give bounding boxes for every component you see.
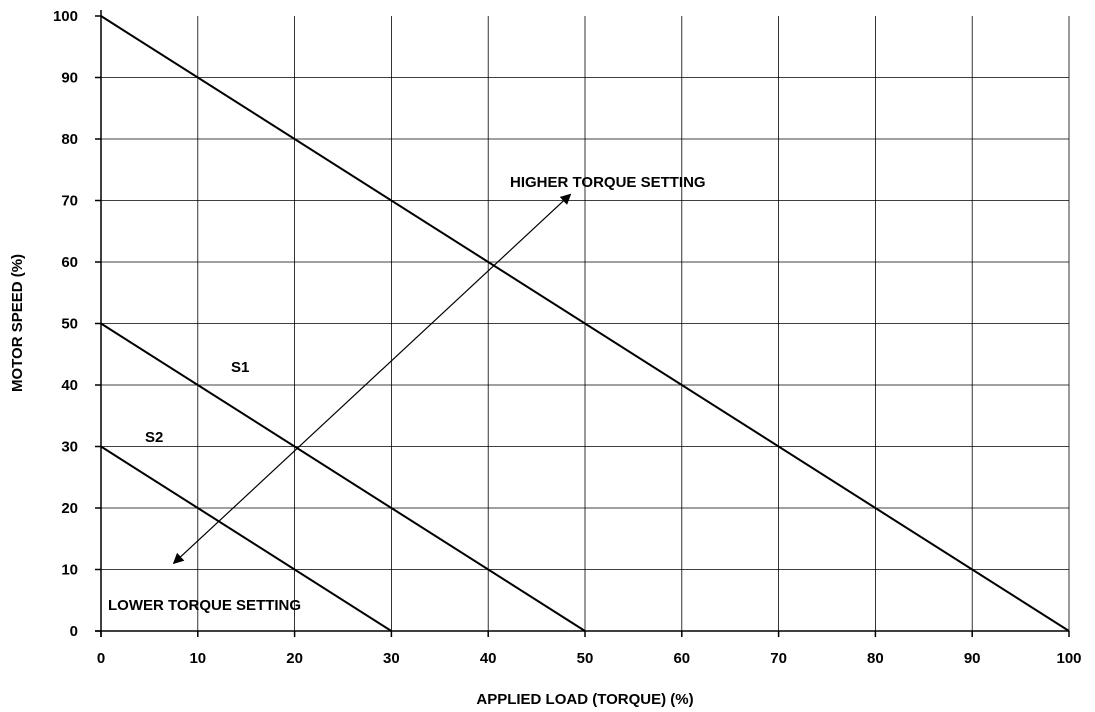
y-axis-title: MOTOR SPEED (%) <box>9 254 26 392</box>
series-line-s1 <box>100 322 586 632</box>
x-tick-label-90: 90 <box>964 650 981 667</box>
y-tick-label-20: 20 <box>61 500 78 517</box>
x-tick-label-0: 0 <box>97 650 105 667</box>
y-tick-labels: 0 10 20 30 40 50 60 70 80 90 100 <box>53 8 78 640</box>
torque-setting-arrow <box>172 193 572 565</box>
x-tick-label-10: 10 <box>189 650 206 667</box>
y-tick-label-80: 80 <box>61 131 78 148</box>
lower-torque-label: LOWER TORQUE SETTING <box>108 597 301 614</box>
x-tick-label-40: 40 <box>480 650 497 667</box>
y-tick-label-70: 70 <box>61 193 78 210</box>
y-tick-label-0: 0 <box>70 623 78 640</box>
y-tick-label-50: 50 <box>61 316 78 333</box>
x-tick-label-60: 60 <box>673 650 690 667</box>
higher-torque-label: HIGHER TORQUE SETTING <box>510 174 706 191</box>
x-tick-label-100: 100 <box>1056 650 1081 667</box>
s2-label: S2 <box>145 429 163 446</box>
y-tick-label-60: 60 <box>61 254 78 271</box>
series-line-max <box>100 15 1070 632</box>
s1-label: S1 <box>231 359 249 376</box>
y-tick-label-100: 100 <box>53 8 78 25</box>
y-tick-label-30: 30 <box>61 439 78 456</box>
y-tick-label-90: 90 <box>61 70 78 87</box>
x-tick-label-70: 70 <box>770 650 787 667</box>
y-tick-label-40: 40 <box>61 377 78 394</box>
y-tick-label-10: 10 <box>61 562 78 579</box>
x-tick-label-80: 80 <box>867 650 884 667</box>
x-axis-title: APPLIED LOAD (TORQUE) (%) <box>476 691 693 708</box>
x-tick-label-20: 20 <box>286 650 303 667</box>
x-tick-label-50: 50 <box>577 650 594 667</box>
x-tick-labels: 0 10 20 30 40 50 60 70 80 90 100 <box>97 650 1082 667</box>
x-tick-label-30: 30 <box>383 650 400 667</box>
